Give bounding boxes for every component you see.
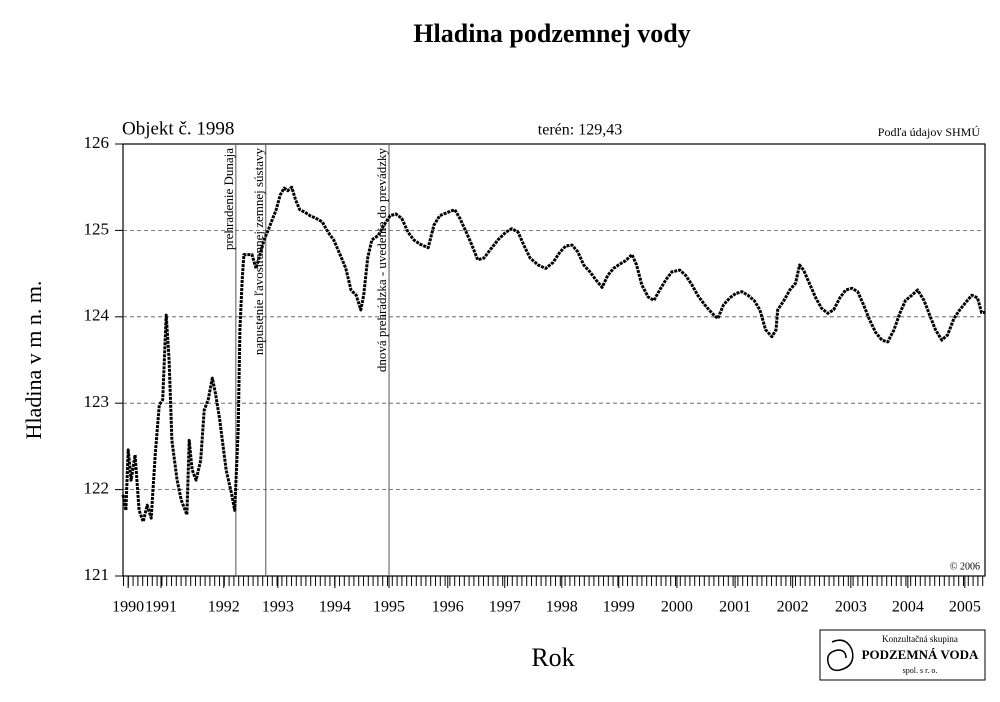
logo-icon [826, 639, 854, 672]
chart-title: Hladina podzemnej vody [413, 19, 690, 48]
x-tick-label: 1995 [373, 599, 405, 616]
y-tick-label: 123 [84, 392, 110, 411]
object-label: Objekt č. 1998 [122, 118, 234, 139]
event-label: napustenie ľavostrannej zemnej sústavy [251, 148, 266, 356]
y-axis-label: Hladina v m n. m. [21, 281, 46, 440]
x-tick-label: 1998 [546, 599, 578, 616]
x-tick-label: 1990 [112, 599, 144, 616]
event-label: prehradenie Dunaja [221, 148, 236, 250]
y-tick-label: 121 [84, 565, 110, 584]
x-tick-label: 2000 [661, 599, 693, 616]
data-line [121, 185, 985, 524]
y-tick-label: 122 [84, 479, 110, 498]
x-tick-label: 2004 [892, 599, 924, 616]
y-tick-label: 125 [84, 219, 110, 238]
minor-ticks [123, 576, 985, 586]
logo-frame [819, 629, 986, 681]
logo-line: spol. s r. o. [903, 666, 938, 675]
y-tick-label: 126 [84, 133, 110, 152]
x-tick-label: 1991 [145, 599, 177, 616]
x-tick-label: 2001 [719, 599, 751, 616]
logo-line: Konzultačná skupina [882, 634, 958, 644]
x-tick-label: 1996 [432, 599, 464, 616]
x-tick-label: 2003 [835, 599, 867, 616]
x-tick-label: 2002 [777, 599, 809, 616]
copyright: © 2006 [950, 561, 980, 572]
logo-line: PODZEMNÁ VODA [862, 647, 979, 662]
x-tick-label: 2005 [949, 599, 981, 616]
plot-frame [122, 143, 986, 577]
logo: Konzultačná skupina PODZEMNÁ VODA spol. … [819, 629, 986, 681]
x-tick-label: 1999 [603, 599, 635, 616]
y-tick-label: 124 [84, 306, 110, 325]
terrain-label: terén: 129,43 [538, 122, 622, 139]
x-axis-label: Rok [531, 643, 574, 672]
x-tick-label: 1997 [489, 599, 521, 616]
x-tick-label: 1993 [262, 599, 294, 616]
source-label: Podľa údajov SHMÚ [878, 125, 981, 139]
event-label: dnová prehrádzka - uvedenie do prevádzky [374, 148, 389, 373]
x-tick-label: 1994 [319, 599, 351, 616]
x-tick-label: 1992 [208, 599, 240, 616]
